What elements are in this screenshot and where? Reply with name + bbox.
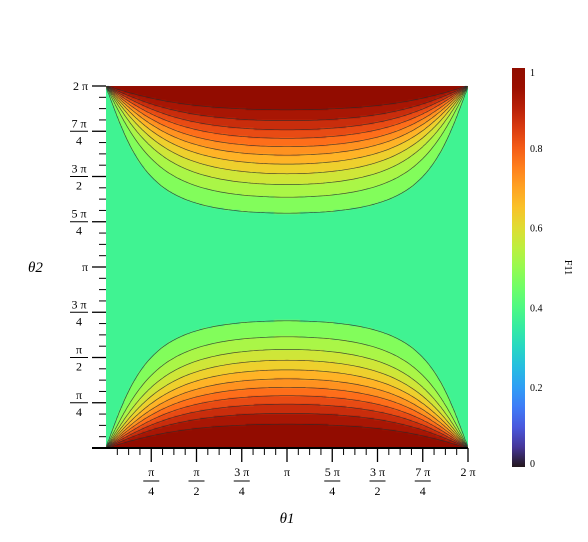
- y-tick-label-3: π: [82, 260, 88, 274]
- x-tick-denominator: 2: [193, 484, 199, 498]
- y-tick-label-4: 5 π4: [70, 207, 88, 238]
- y-tick-denominator: 4: [76, 224, 82, 238]
- colorbar: 0 0.2 0.4 0.6 0.8 1: [512, 68, 543, 470]
- contour-fill: [106, 86, 468, 448]
- x-tick-label-4: 5 π4: [324, 465, 341, 498]
- x-tick-numerator: 3 π: [370, 465, 385, 479]
- y-tick-text: 2 π: [73, 79, 88, 93]
- y-tick-label-2: 3 π4: [70, 297, 88, 328]
- x-tick-numerator: π: [148, 465, 154, 479]
- y-tick-numerator: 3 π: [71, 297, 86, 311]
- x-tick-label-1: π2: [188, 465, 205, 498]
- x-tick-denominator: 4: [148, 484, 154, 498]
- x-axis-title: θ1: [280, 511, 295, 527]
- y-tick-denominator: 4: [76, 405, 82, 419]
- x-tick-label-5: 3 π2: [369, 465, 386, 498]
- y-tick-label-6: 7 π4: [70, 116, 88, 147]
- x-tick-label-3: π: [284, 465, 290, 479]
- x-tick-denominator: 4: [329, 484, 335, 498]
- colorbar-title: F11: [562, 260, 573, 275]
- y-tick-label-7: 2 π: [73, 79, 88, 93]
- x-tick-label-0: π4: [143, 465, 160, 498]
- contour-plot-area: [105, 85, 469, 449]
- x-tick-label-2: 3 π4: [233, 465, 250, 498]
- colorbar-tick-label-0: 0: [530, 459, 535, 470]
- y-tick-text: π: [82, 260, 88, 274]
- y-tick-numerator: π: [76, 343, 82, 357]
- colorbar-tick-label-3: 0.6: [530, 224, 543, 235]
- colorbar-tick-label-2: 0.4: [530, 303, 543, 314]
- y-axis-title: θ2: [28, 260, 43, 276]
- y-tick-label-0: π4: [70, 388, 88, 419]
- y-tick-denominator: 4: [76, 314, 82, 328]
- y-tick-numerator: π: [76, 388, 82, 402]
- y-tick-label-5: 3 π2: [70, 162, 88, 193]
- colorbar-tick-label-5: 1: [530, 68, 535, 79]
- y-tick-label-1: π2: [70, 343, 88, 374]
- x-tick-numerator: 5 π: [325, 465, 340, 479]
- x-tick-numerator: 3 π: [234, 465, 249, 479]
- x-tick-label-6: 7 π4: [414, 465, 431, 498]
- x-tick-denominator: 4: [239, 484, 245, 498]
- x-tick-denominator: 2: [375, 484, 381, 498]
- x-tick-text: π: [284, 465, 290, 479]
- y-tick-numerator: 5 π: [71, 207, 86, 221]
- x-tick-text: 2 π: [460, 465, 475, 479]
- y-tick-numerator: 3 π: [71, 162, 86, 176]
- x-tick-denominator: 4: [420, 484, 426, 498]
- contour-line-3: [105, 85, 469, 449]
- colorbar-tick-label-1: 0.2: [530, 383, 543, 394]
- y-tick-denominator: 2: [76, 179, 82, 193]
- colorbar-tick-label-4: 0.8: [530, 144, 543, 155]
- y-tick-numerator: 7 π: [71, 116, 86, 130]
- x-tick-label-7: 2 π: [460, 465, 475, 479]
- x-tick-numerator: 7 π: [415, 465, 430, 479]
- y-tick-denominator: 2: [76, 360, 82, 374]
- y-tick-denominator: 4: [76, 133, 82, 147]
- colorbar-ramp: [512, 68, 525, 467]
- x-tick-numerator: π: [193, 465, 199, 479]
